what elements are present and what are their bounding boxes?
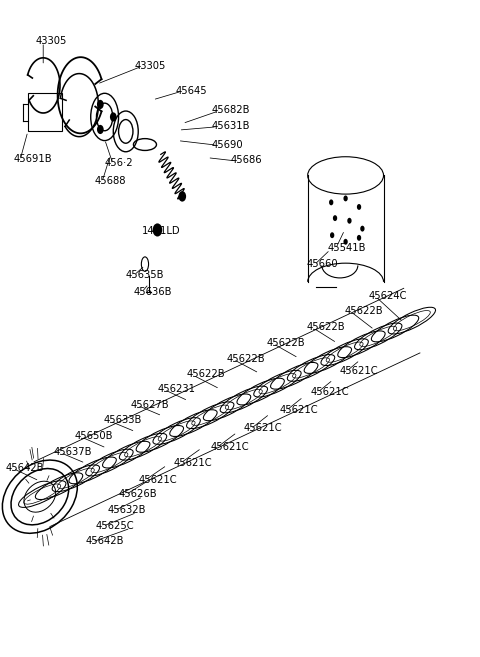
- Circle shape: [330, 233, 334, 238]
- Circle shape: [343, 196, 348, 202]
- Text: 45635B: 45635B: [126, 269, 164, 280]
- Text: 45626B: 45626B: [119, 489, 157, 499]
- Circle shape: [360, 226, 365, 232]
- Circle shape: [357, 204, 361, 210]
- Text: 45627B: 45627B: [131, 399, 169, 410]
- Text: 45686: 45686: [230, 155, 262, 166]
- Text: 45650B: 45650B: [74, 431, 113, 442]
- Text: 45621C: 45621C: [311, 386, 349, 397]
- Text: 45637B: 45637B: [54, 447, 92, 457]
- Text: 45621C: 45621C: [244, 423, 282, 434]
- Text: 45632B: 45632B: [108, 505, 146, 515]
- Text: 43305: 43305: [134, 60, 166, 71]
- Text: 45621C: 45621C: [138, 474, 177, 485]
- Text: 45541B: 45541B: [327, 243, 366, 254]
- Bar: [28, 93, 62, 131]
- Text: 43305: 43305: [36, 35, 67, 46]
- Text: 45690: 45690: [211, 139, 243, 150]
- Text: 45636B: 45636B: [133, 286, 172, 297]
- Text: 45621C: 45621C: [279, 405, 318, 415]
- Text: 45642B: 45642B: [85, 536, 124, 547]
- Text: 45622B: 45622B: [306, 322, 345, 332]
- Text: 45625C: 45625C: [96, 520, 134, 531]
- Text: 45682B: 45682B: [211, 105, 250, 116]
- Text: 45645: 45645: [175, 85, 207, 96]
- Circle shape: [343, 239, 348, 245]
- Text: 45622B: 45622B: [345, 306, 383, 317]
- Text: 45691B: 45691B: [13, 154, 52, 164]
- Circle shape: [110, 112, 117, 122]
- Text: 456231: 456231: [157, 384, 195, 394]
- Circle shape: [153, 223, 162, 237]
- Text: 45622B: 45622B: [266, 338, 305, 348]
- Text: 45622B: 45622B: [186, 369, 225, 380]
- Circle shape: [97, 125, 104, 134]
- Text: 45633B: 45633B: [103, 415, 142, 426]
- Circle shape: [179, 191, 186, 202]
- Text: 45631B: 45631B: [211, 121, 250, 131]
- Circle shape: [347, 217, 351, 223]
- Text: 45622B: 45622B: [227, 353, 265, 364]
- Text: 45621C: 45621C: [174, 457, 212, 468]
- Circle shape: [97, 100, 104, 109]
- Text: 45621C: 45621C: [340, 365, 378, 376]
- Text: 45660: 45660: [306, 259, 338, 269]
- Circle shape: [357, 235, 361, 241]
- Text: 456·2: 456·2: [105, 158, 133, 168]
- Text: 45688: 45688: [94, 175, 126, 186]
- Text: 45624C: 45624C: [369, 290, 407, 301]
- Circle shape: [333, 215, 337, 221]
- Text: 1461LD: 1461LD: [142, 226, 180, 237]
- Text: 45642B: 45642B: [6, 463, 44, 473]
- Text: 45621C: 45621C: [210, 442, 249, 452]
- Circle shape: [329, 200, 333, 206]
